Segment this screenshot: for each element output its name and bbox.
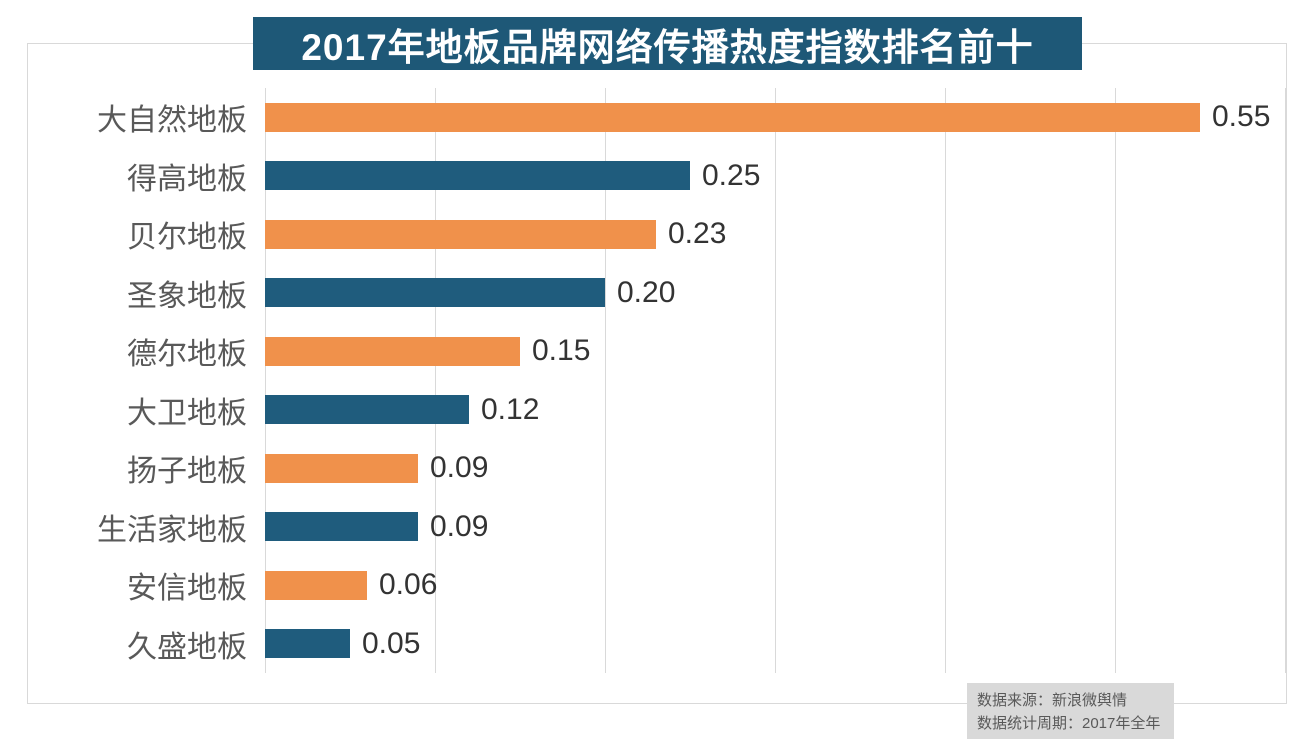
gridline: [605, 88, 606, 673]
bar: [265, 629, 350, 659]
category-label: 大卫地板: [127, 396, 247, 430]
category-label: 久盛地板: [127, 630, 247, 664]
source-note: 数据来源：新浪微舆情 数据统计周期：2017年全年: [967, 683, 1175, 739]
bar: [265, 336, 520, 366]
chart-row: 安信地板 0.06: [27, 556, 1297, 615]
value-label: 0.20: [617, 275, 676, 309]
bar-rows: 大自然地板 0.55 得高地板 0.25 贝尔地板 0.23 圣象地板 0.20 德尔地板 0.1…: [27, 88, 1297, 673]
chart-row: 生活家地板 0.09: [27, 498, 1297, 557]
category-label: 圣象地板: [127, 279, 247, 313]
gridline: [945, 88, 946, 673]
value-label: 0.55: [1212, 100, 1271, 134]
chart-row: 贝尔地板 0.23: [27, 205, 1297, 264]
value-label: 0.05: [362, 626, 421, 660]
period-line: 数据统计周期：2017年全年: [977, 715, 1161, 733]
chart-row: 圣象地板 0.20: [27, 264, 1297, 323]
bar: [265, 278, 605, 308]
bar: [265, 161, 690, 191]
gridline: [1285, 88, 1286, 673]
bar: [265, 395, 469, 425]
chart-row: 德尔地板 0.15: [27, 322, 1297, 381]
category-label: 贝尔地板: [127, 221, 247, 255]
value-label: 0.25: [702, 158, 761, 192]
chart-title-banner: 2017年地板品牌网络传播热度指数排名前十: [253, 17, 1082, 70]
value-label: 0.09: [430, 509, 489, 543]
value-label: 0.12: [481, 392, 540, 426]
chart-row: 扬子地板 0.09: [27, 439, 1297, 498]
bar: [265, 570, 367, 600]
source-line: 数据来源：新浪微舆情: [977, 692, 1128, 709]
category-label: 扬子地板: [127, 455, 247, 489]
chart-row: 大自然地板 0.55: [27, 88, 1297, 147]
plot-gridlines: [265, 88, 1286, 673]
value-label: 0.09: [430, 451, 489, 485]
bar: [265, 219, 656, 249]
value-label: 0.23: [668, 217, 727, 251]
bar: [265, 102, 1200, 132]
category-label: 安信地板: [127, 572, 247, 606]
category-label: 生活家地板: [97, 513, 247, 547]
bar: [265, 453, 418, 483]
bar: [265, 512, 418, 542]
value-label: 0.15: [532, 334, 591, 368]
chart-row: 大卫地板 0.12: [27, 381, 1297, 440]
gridline: [775, 88, 776, 673]
category-label: 得高地板: [127, 162, 247, 196]
chart-row: 久盛地板 0.05: [27, 615, 1297, 674]
gridline: [1115, 88, 1116, 673]
category-label: 大自然地板: [97, 104, 247, 138]
chart-row: 得高地板 0.25: [27, 147, 1297, 206]
chart-title: 2017年地板品牌网络传播热度指数排名前十: [301, 26, 1034, 68]
gridline: [435, 88, 436, 673]
value-label: 0.06: [379, 568, 438, 602]
gridline: [265, 88, 266, 673]
category-label: 德尔地板: [127, 338, 247, 372]
